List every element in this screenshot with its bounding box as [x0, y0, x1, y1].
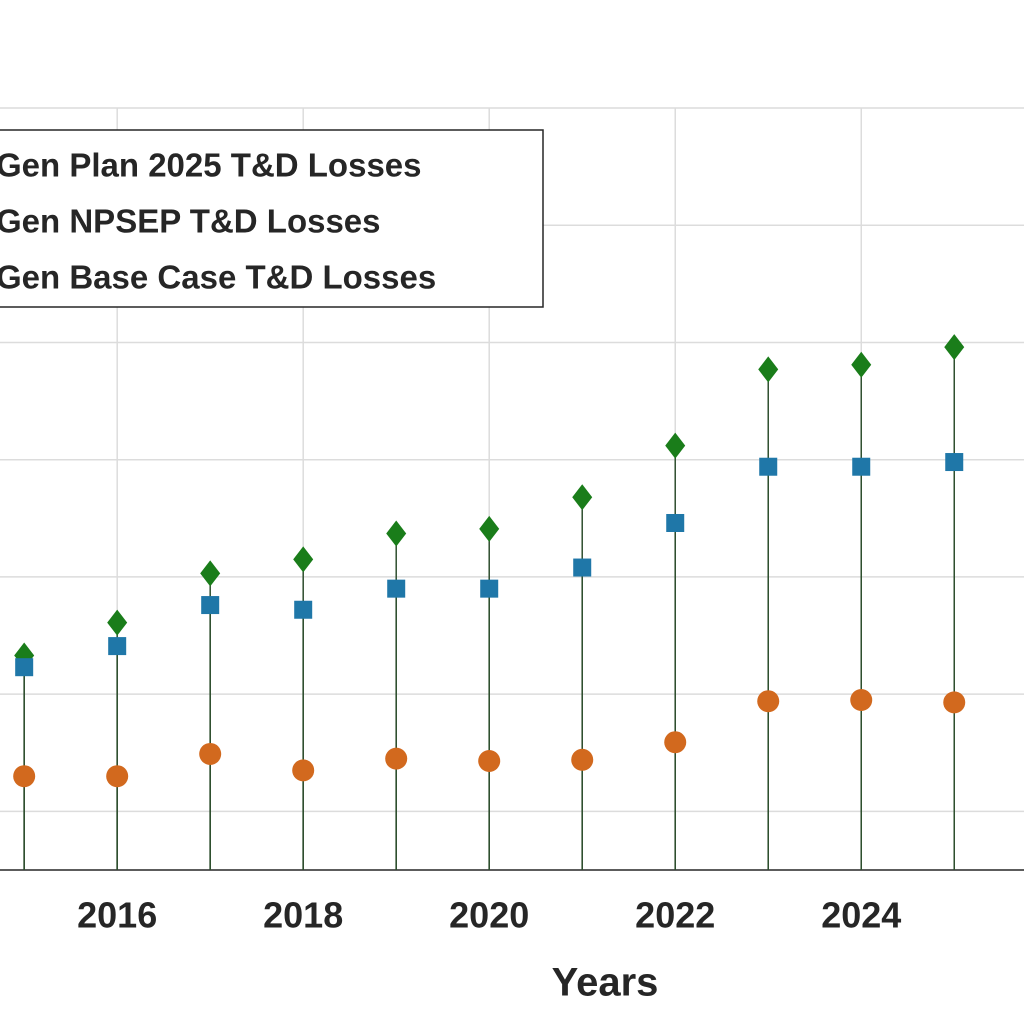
marker [108, 637, 127, 656]
legend: Gen Plan 2025 T&D Losses Gen NPSEP T&D Lo… [0, 129, 544, 308]
marker [15, 658, 34, 677]
x-tick-label: 2020 [449, 895, 529, 936]
legend-label: Gen Base Case T&D Losses [0, 259, 436, 296]
marker [573, 558, 592, 577]
legend-box [0, 129, 544, 308]
marker [106, 765, 129, 788]
x-tick-label: 2016 [77, 895, 157, 936]
marker [664, 731, 687, 754]
marker [200, 560, 221, 587]
marker [107, 609, 128, 636]
marker [201, 596, 220, 615]
legend-label: Gen Plan 2025 T&D Losses [0, 147, 422, 184]
marker [199, 742, 222, 765]
x-tick-label: 2018 [263, 895, 343, 936]
legend-label: Gen NPSEP T&D Losses [0, 203, 381, 240]
marker [13, 765, 36, 788]
marker [759, 457, 778, 476]
x-tick-label: 2024 [821, 895, 901, 936]
marker [665, 432, 686, 459]
marker [945, 453, 964, 472]
marker [757, 690, 780, 713]
marker [293, 546, 314, 573]
marker [387, 579, 406, 598]
marker [572, 484, 593, 511]
marker [480, 579, 499, 598]
marker [943, 691, 966, 714]
marker [386, 520, 407, 547]
marker [292, 759, 315, 782]
marker [851, 351, 872, 378]
marker [850, 689, 873, 712]
x-axis-label: Years [552, 961, 659, 1005]
marker [385, 747, 408, 770]
marker [294, 600, 313, 619]
marker [944, 334, 965, 361]
marker [478, 749, 501, 772]
x-tick-label: 2022 [635, 895, 715, 936]
marker [666, 513, 685, 532]
marker [758, 356, 779, 383]
marker [852, 457, 871, 476]
marker [571, 748, 594, 771]
marker [479, 515, 500, 542]
